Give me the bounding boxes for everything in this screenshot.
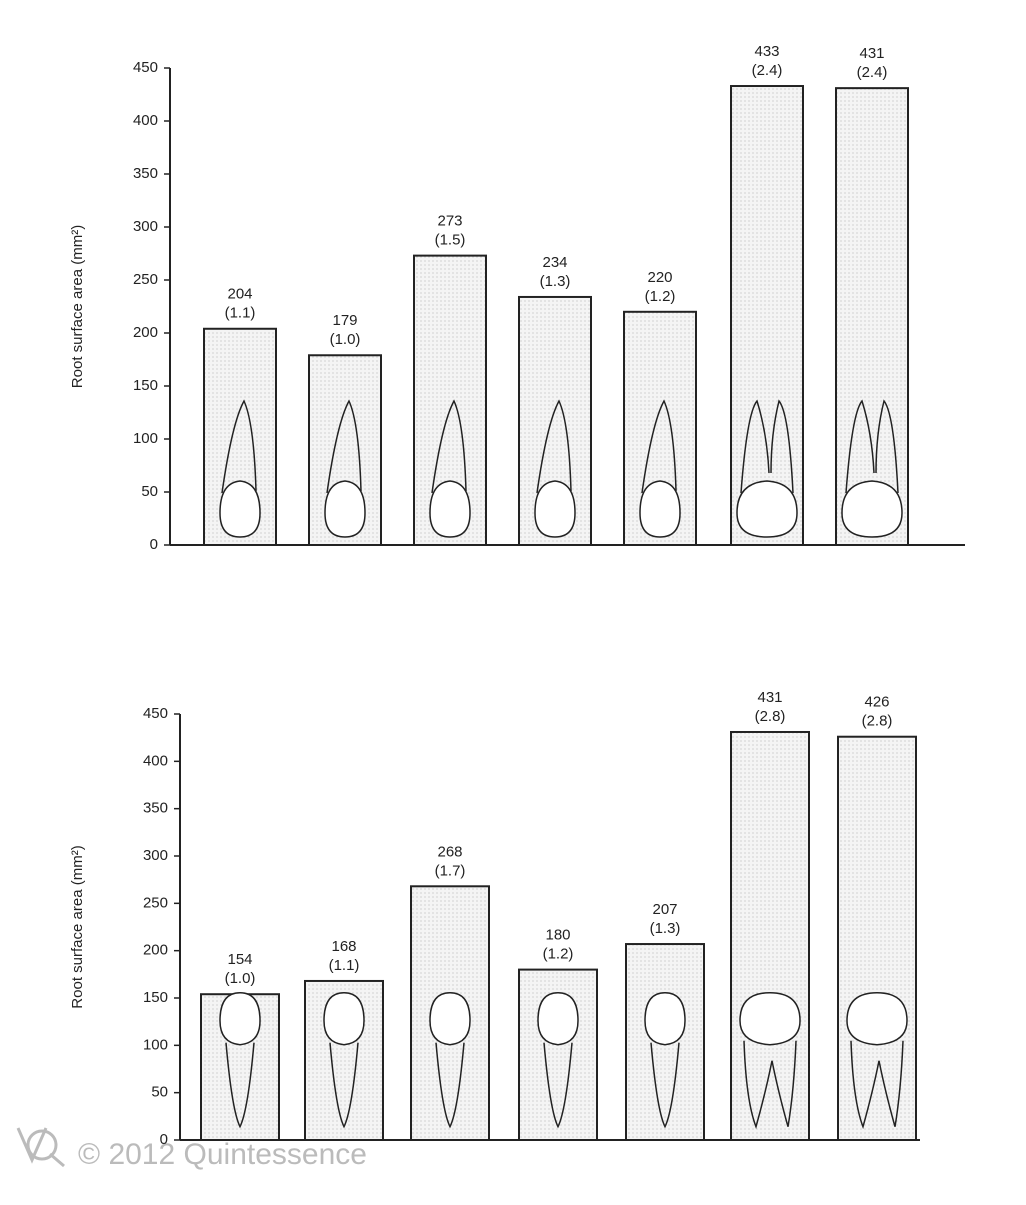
- tooth-root: [329, 1042, 359, 1129]
- y-tick-label: 250: [133, 271, 158, 288]
- y-tick-label: 400: [133, 112, 158, 129]
- tooth-root: [225, 1042, 255, 1129]
- ratio-label: (2.8): [755, 708, 786, 725]
- tooth-root: [435, 1042, 465, 1129]
- y-tick-label: 0: [150, 536, 158, 553]
- value-label: 234: [542, 254, 567, 271]
- ratio-label: (1.2): [543, 946, 574, 963]
- bar: [837, 735, 917, 1141]
- tooth-crown: [644, 991, 686, 1046]
- ratio-label: (1.1): [329, 957, 360, 974]
- ratio-label: (1.1): [225, 305, 256, 322]
- tooth-root: [543, 1042, 573, 1129]
- ratio-label: (1.0): [330, 331, 361, 348]
- ratio-label: (2.4): [857, 64, 888, 81]
- tooth-root: [326, 399, 362, 494]
- y-tick-label: 100: [143, 1036, 168, 1053]
- y-tick-label: 0: [160, 1131, 168, 1148]
- tooth-crown: [429, 480, 471, 538]
- y-tick-label: 300: [133, 218, 158, 235]
- tooth-root: [743, 1040, 797, 1130]
- ratio-label: (1.0): [225, 970, 256, 987]
- value-label: 426: [864, 694, 889, 711]
- watermark-logo: [16, 1127, 65, 1168]
- value-label: 180: [545, 927, 570, 944]
- value-label: 273: [437, 213, 462, 230]
- tooth-crown: [846, 991, 908, 1046]
- ratio-label: (2.8): [862, 713, 893, 730]
- tooth-crown: [219, 480, 261, 538]
- y-tick-label: 50: [151, 1084, 168, 1101]
- value-label: 431: [757, 689, 782, 706]
- tooth-root: [221, 399, 257, 494]
- y-tick-label: 400: [143, 752, 168, 769]
- ratio-label: (1.3): [540, 273, 571, 290]
- tooth-crown: [323, 991, 365, 1046]
- ratio-label: (1.5): [435, 232, 466, 249]
- y-tick-label: 350: [133, 165, 158, 182]
- value-label: 179: [332, 312, 357, 329]
- tooth-crown: [534, 480, 576, 538]
- tooth-root: [850, 1040, 904, 1130]
- tooth-root: [536, 399, 572, 494]
- value-label: 154: [227, 951, 252, 968]
- y-tick-label: 300: [143, 847, 168, 864]
- ratio-label: (1.3): [650, 920, 681, 937]
- tooth-crown: [537, 991, 579, 1046]
- y-tick-label: 100: [133, 430, 158, 447]
- ratio-label: (2.4): [752, 62, 783, 79]
- y-tick-label: 450: [133, 59, 158, 76]
- tooth-crown: [841, 480, 903, 538]
- ratio-label: (1.2): [645, 288, 676, 305]
- tooth-root: [641, 399, 677, 494]
- tooth-crown: [736, 480, 798, 538]
- value-label: 204: [227, 286, 252, 303]
- bar: [203, 327, 277, 547]
- tooth-crown: [639, 480, 681, 538]
- tooth-crown: [739, 991, 801, 1046]
- tooth-root: [650, 1042, 680, 1129]
- y-tick-label: 150: [143, 989, 168, 1006]
- value-label: 431: [859, 45, 884, 62]
- tooth-crown: [219, 991, 261, 1046]
- tooth-crown: [429, 991, 471, 1046]
- chart: Root surface area (mm²) 0 50 100 150 200 250 30…: [69, 689, 920, 1148]
- bar: [730, 730, 810, 1142]
- y-axis-label: Root surface area (mm²): [69, 225, 86, 388]
- y-tick-label: 250: [143, 894, 168, 911]
- y-tick-label: 200: [143, 942, 168, 959]
- y-tick-label: 350: [143, 800, 168, 817]
- tooth-root: [431, 399, 467, 494]
- y-tick-label: 200: [133, 324, 158, 341]
- tooth-root: [740, 399, 794, 494]
- y-axis-label: Root surface area (mm²): [69, 845, 86, 1008]
- value-label: 268: [437, 843, 462, 860]
- value-label: 433: [754, 43, 779, 60]
- watermark: © 2012 Quintessence: [78, 1138, 367, 1171]
- y-tick-label: 150: [133, 377, 158, 394]
- y-tick-label: 450: [143, 705, 168, 722]
- tooth-root: [845, 399, 899, 494]
- chart: Root surface area (mm²) 0 50 100 150 200 250 30…: [69, 43, 965, 553]
- ratio-label: (1.7): [435, 862, 466, 879]
- y-tick-label: 50: [141, 483, 158, 500]
- value-label: 207: [652, 901, 677, 918]
- tooth-crown: [324, 480, 366, 538]
- value-label: 220: [647, 269, 672, 286]
- value-label: 168: [331, 938, 356, 955]
